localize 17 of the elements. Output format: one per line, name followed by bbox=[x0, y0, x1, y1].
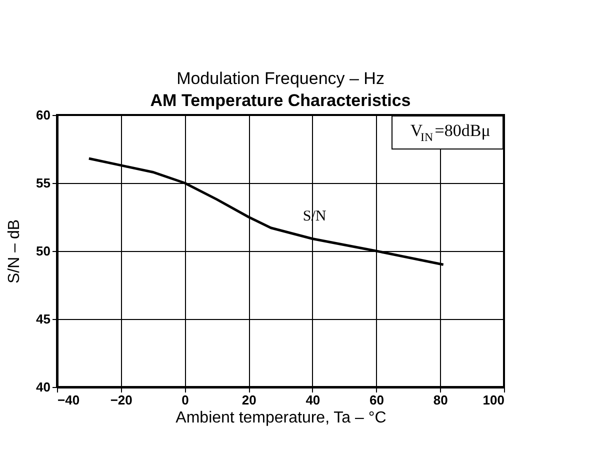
x-tick-label: −20 bbox=[110, 392, 132, 408]
x-tick-label: 20 bbox=[242, 392, 256, 408]
x-tick-label: 100 bbox=[482, 392, 504, 408]
y-tick-label: 40 bbox=[36, 380, 50, 394]
x-tick-label: −40 bbox=[58, 392, 80, 408]
y-tick-label: 60 bbox=[36, 108, 50, 122]
chart-title: AM Temperature Characteristics bbox=[150, 91, 411, 110]
text: Modulation Frequency – Hz bbox=[176, 69, 384, 88]
x-axis-title: Ambient temperature, Ta – °C bbox=[176, 410, 386, 426]
y-tick-label: 45 bbox=[36, 312, 50, 326]
y-axis-title: S/N – dB bbox=[6, 219, 24, 284]
x-tick-label: 40 bbox=[306, 392, 320, 408]
x-tick-label: 80 bbox=[433, 392, 448, 408]
y-tick-label: 50 bbox=[36, 244, 50, 258]
x-tick-label: 60 bbox=[370, 392, 384, 408]
x-tick-label: 0 bbox=[182, 392, 189, 408]
y-tick-label: 55 bbox=[36, 176, 50, 190]
